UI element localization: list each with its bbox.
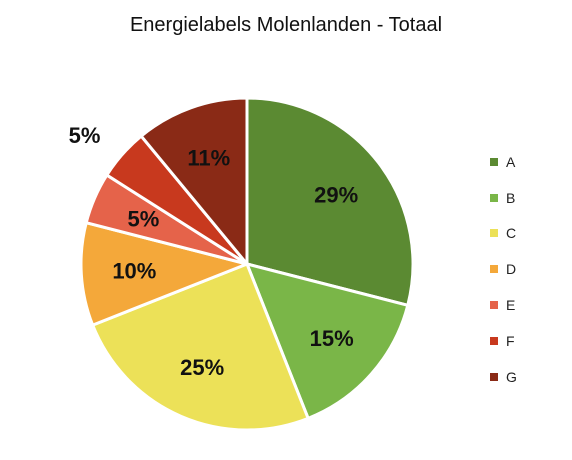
legend-item-c: C <box>490 216 517 252</box>
pie-data-labels: 29% 15% 25% 10% 5% 5% 11% <box>69 123 359 380</box>
legend-item-b: B <box>490 180 517 216</box>
legend-label-e: E <box>506 297 516 314</box>
legend-swatch-g <box>490 372 498 381</box>
data-label-d: 10% <box>112 259 156 284</box>
legend-item-g: G <box>490 359 517 395</box>
legend-swatch-f <box>490 336 498 345</box>
legend-swatch-e <box>490 301 498 310</box>
legend-item-f: F <box>490 323 517 359</box>
legend-swatch-b <box>490 193 498 202</box>
legend-label-b: B <box>506 189 516 206</box>
data-label-e: 5% <box>128 207 160 232</box>
legend-item-a: A <box>490 144 517 180</box>
legend-swatch-a <box>490 157 498 166</box>
legend-label-a: A <box>506 153 516 170</box>
pie-slice-b <box>244 261 410 421</box>
legend-label-g: G <box>506 368 517 385</box>
legend-label-d: D <box>506 261 517 278</box>
legend-label-f: F <box>506 332 515 349</box>
pie-slices <box>79 96 415 432</box>
legend-swatch-d <box>490 265 498 274</box>
data-label-a: 29% <box>314 182 358 207</box>
pie-slice-c <box>90 262 311 432</box>
legend-item-d: D <box>490 251 517 287</box>
pie-slice-a <box>245 96 415 308</box>
data-label-g: 11% <box>187 145 230 170</box>
chart-title: Energielabels Molenlanden - Totaal <box>129 14 443 36</box>
data-label-c: 25% <box>180 355 224 380</box>
data-label-b: 15% <box>310 326 354 351</box>
legend-swatch-c <box>490 229 498 238</box>
pie-slice-g <box>139 96 249 269</box>
pie-slice-d <box>79 220 252 328</box>
legend-label-c: C <box>506 225 517 242</box>
legend-item-e: E <box>490 287 517 323</box>
legend: A B C D E F G <box>490 144 517 395</box>
data-label-f: 5% <box>69 123 101 148</box>
